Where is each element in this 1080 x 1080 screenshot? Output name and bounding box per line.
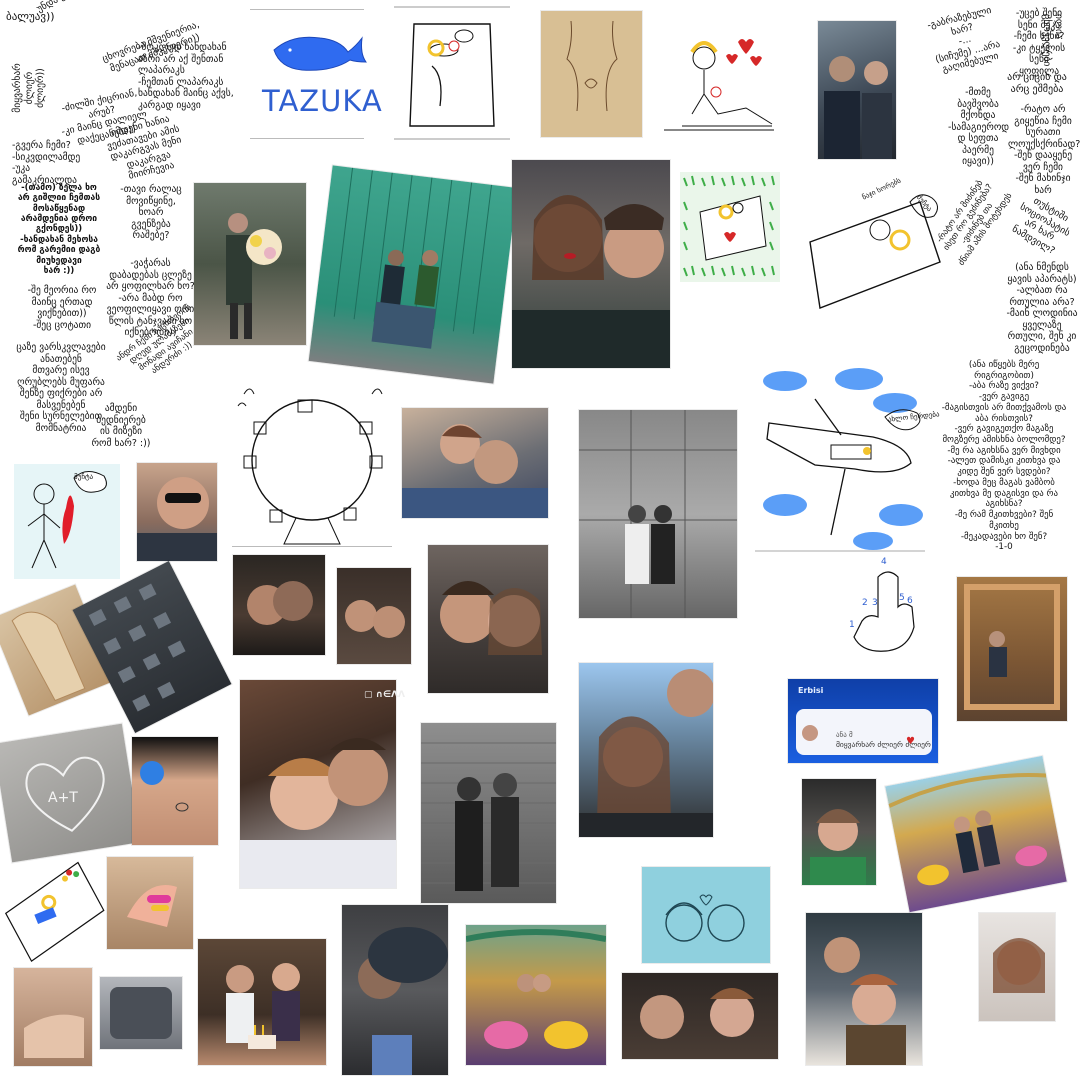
photo-selfie-couple-car (818, 21, 896, 159)
photo-bw-mirror (579, 410, 737, 618)
plane-drawing (755, 365, 925, 555)
finger-num-5: 5 (899, 593, 905, 603)
tazuka-text: TAZUKA (262, 84, 383, 118)
divider (250, 138, 364, 139)
note-ar-tsitsis: არ ციცის და არც ეშმება (1007, 72, 1067, 96)
note-tavi: -თავი რალაც მოვიწყინე, ხოარ გვენზება რაშ… (120, 184, 182, 242)
girl-heart-sketch (662, 30, 782, 142)
photo-car-smile (802, 779, 876, 885)
photo-green-fence (308, 165, 518, 384)
ferris-wheel-drawing (232, 376, 392, 546)
whale-icon (273, 36, 367, 71)
photo-sky-selfie (579, 663, 713, 837)
note-me-meoria: -შე მეორია რო მაინც ერთად ვიქნებით)) -შე… (27, 285, 97, 331)
sign-text: ▢ ∩∈ΛΛ (364, 690, 405, 700)
tv-message: მიყვარხარ ძლიერ ძლიერ (836, 740, 931, 749)
finger-num-1: 1 (849, 620, 855, 630)
finger-num-6: 6 (907, 596, 913, 606)
note-miyvarxar-vertical: მიყვარხარ ძლიერ ძლიერ)) (12, 63, 47, 113)
note-utseb: -უცებ შენი სენი მეკა -ჩემი სენი? -კი ტყე… (1012, 8, 1066, 77)
note-vacharas: -ვაჭარას დაბადებას ცლეზე არ ყოფილხარ ხო?… (106, 258, 195, 339)
tv-sender: ანა მ (836, 731, 853, 739)
grass-bed-drawing (680, 172, 780, 282)
photo-sand-bottle (0, 584, 115, 716)
note-mtme: -მთმე ბავშვობა მქონდა -სამაგიეროდ დ სეფთ… (948, 87, 1010, 168)
note-moklead: -მოკლედ ხანდახან აზრი არ აქ შენთან ლაპარ… (138, 42, 234, 111)
photo-couple-lying (402, 408, 548, 518)
whale-drawing (262, 28, 368, 118)
photo-sketch-on-paper (541, 11, 642, 137)
photo-selfie-close (512, 160, 670, 368)
bed-flowers-drawing (0, 850, 117, 971)
finger-num-3: 3 (872, 598, 878, 608)
photo-selfie-bottom (622, 973, 778, 1059)
heart-carving-text: A+T (48, 790, 78, 806)
stickman-bubble-drawing (14, 464, 120, 579)
note-tamo: -(თამო) ზელა ხო არ გიშლიი ჩემთას მოსაწყე… (17, 183, 101, 276)
note-udna: უნდა ვიწუპაჭუპო ა.ვ (35, 0, 182, 15)
photo-bw-brick-couple (421, 723, 556, 903)
note-gabrazebuli: -გაბრაზებული ხარ? -... (სიჩუმე) ...არა გ… (926, 4, 1002, 76)
note-baluav: ბალუავ)) (6, 10, 55, 23)
note-rato-ar: -რატო არ გიყეწია ჩემი სურათი ლოუქსქრინად… (1008, 104, 1080, 197)
finger-drawing (842, 557, 922, 655)
photo-hands (14, 968, 92, 1066)
photo-heart-carving (0, 723, 141, 863)
photo-building (72, 561, 232, 733)
photo-flowers (194, 183, 306, 345)
photo-wooden-hut (957, 577, 1067, 721)
photo-carousel (885, 755, 1067, 913)
photo-brick-selfie (240, 680, 396, 888)
note-tsaze: ცაზე ვარსკვლავები ანათებენ მთვარე ისევ ღ… (16, 342, 106, 435)
stickman-bubble-text: მუჩტა (74, 473, 94, 481)
finger-num-2: 2 (862, 598, 868, 608)
note-ana-nmends: (ანა ნმენდს ყავის აპარატს) -ალბათ რა რთუ… (1006, 262, 1078, 355)
photo-sunglasses (137, 463, 217, 561)
tv-logo-text: Erbisi (798, 686, 824, 695)
photo-carousel-kiss (466, 925, 606, 1065)
photo-selfie-faces (428, 545, 548, 693)
photo-tv-message (788, 679, 938, 763)
photo-hand-bottle (132, 737, 218, 845)
photo-drawn-faces (642, 867, 770, 963)
divider (232, 546, 392, 547)
bed-sketch (394, 6, 510, 140)
photo-birthday-cake (198, 939, 326, 1065)
photo-smile-portrait (979, 913, 1055, 1021)
photo-bed-selfie (806, 913, 922, 1065)
photo-selfie-dark (337, 568, 411, 664)
note-gvera: -გვერა ჩემი? -სიკვდილამდე -უკა გამაკრიალ… (12, 140, 81, 186)
finger-num-4: 4 (881, 557, 887, 567)
photo-kiss-dark (233, 555, 325, 655)
photo-from-above (342, 905, 448, 1075)
divider (250, 9, 364, 10)
note-ana-itskebs: (ანა იწყებს მერე რიგრიგობით) -აბა რაზე ვ… (941, 360, 1067, 553)
photo-candy (107, 857, 193, 949)
heart-icon: ♥ (906, 736, 915, 747)
photo-sweater (100, 977, 182, 1049)
sleeping-couple-drawing (800, 182, 950, 312)
note-amdeni: ამდენი ბედნიერებ ის მიზეზი რომ ხარ? :)) (91, 403, 151, 449)
